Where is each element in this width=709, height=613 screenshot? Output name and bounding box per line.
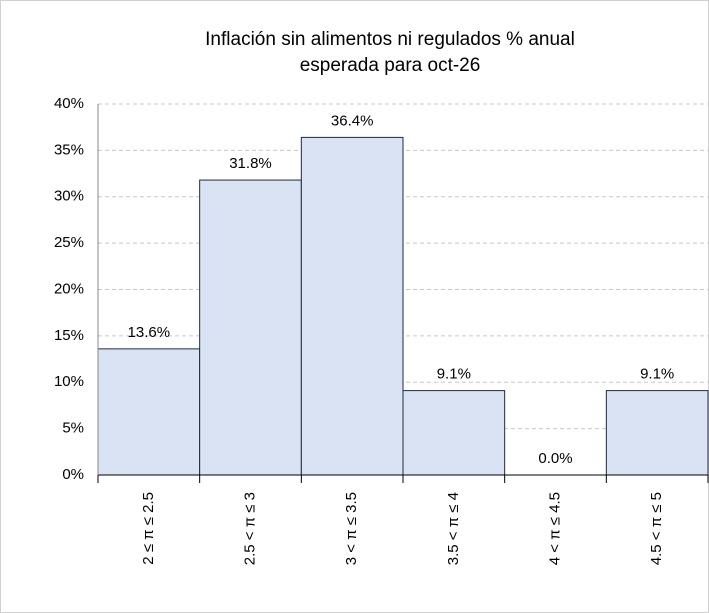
data-label: 0.0% [538,450,572,467]
data-label: 9.1% [640,366,674,383]
x-tick-label: 4.5 < π ≤ 5 [648,492,665,565]
x-tick-label: 2 ≤ π ≤ 2.5 [140,492,157,565]
y-tick-label: 20% [54,280,84,297]
chart-title: Inflación sin alimentos ni regulados % a… [205,29,575,50]
y-tick-label: 0% [62,466,84,483]
y-tick-label: 35% [54,141,84,158]
data-label: 36.4% [331,112,374,129]
bar [97,348,201,476]
y-tick-label: 30% [54,188,84,205]
y-tick-label: 40% [54,95,84,112]
y-tick-label: 15% [54,327,84,344]
y-tick-label: 25% [54,234,84,251]
x-tick-label: 2.5 < π ≤ 3 [241,492,258,565]
data-label: 9.1% [437,366,471,383]
bar [300,136,404,476]
data-label: 13.6% [128,324,171,341]
x-tick-label: 3 < π ≤ 3.5 [343,492,360,565]
x-tick-label: 4 < π ≤ 4.5 [546,492,563,565]
bar [605,390,709,476]
y-tick-label: 5% [62,420,84,437]
x-tick-label: 3.5 < π ≤ 4 [445,492,462,565]
y-tick-label: 10% [54,373,84,390]
bar [199,179,302,476]
bar [402,390,506,476]
chart-title: esperada para oct-26 [300,55,481,76]
data-label: 31.8% [229,155,272,172]
